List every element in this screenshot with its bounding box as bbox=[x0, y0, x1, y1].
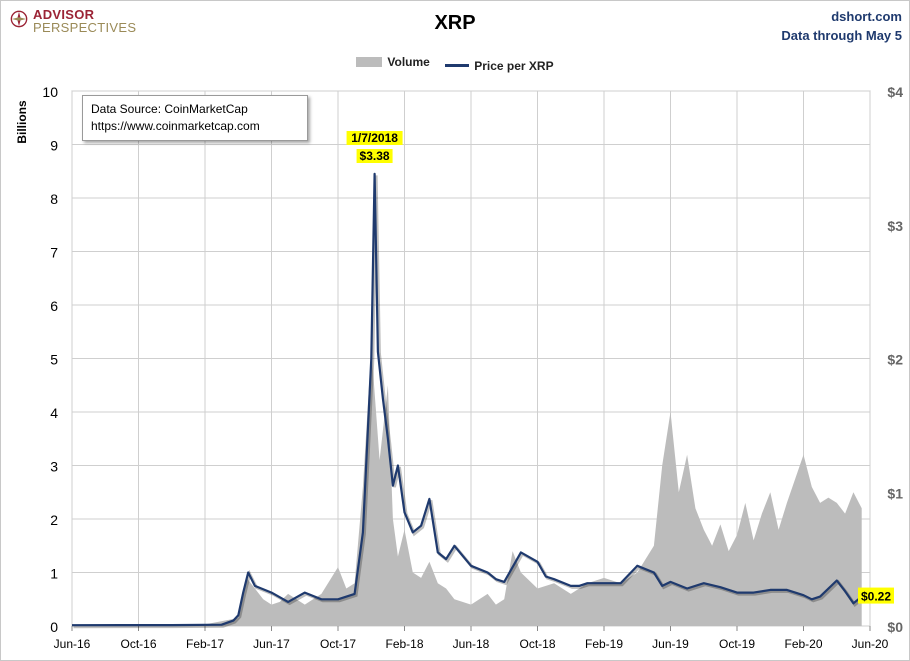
peak-price-highlight bbox=[356, 149, 393, 163]
data-through: Data through May 5 bbox=[781, 28, 902, 43]
x-tick-label: Jun-17 bbox=[253, 637, 290, 651]
chart-title: XRP bbox=[434, 12, 476, 34]
y2-tick-label: $2 bbox=[887, 352, 903, 368]
logo-line1: ADVISOR bbox=[33, 7, 95, 22]
legend-volume: Volume bbox=[356, 55, 430, 69]
peak-date-highlight bbox=[346, 131, 403, 145]
legend-volume-label: Volume bbox=[387, 55, 430, 69]
y2-tick-label: $0 bbox=[887, 619, 903, 635]
last-price-label: $0.22 bbox=[861, 590, 891, 604]
x-tick-label: Jun-20 bbox=[852, 637, 889, 651]
logo-line2: PERSPECTIVES bbox=[33, 20, 137, 35]
legend-price: Price per XRP bbox=[445, 58, 554, 73]
x-tick-label: Feb-19 bbox=[585, 637, 623, 651]
y-tick-label: 3 bbox=[50, 459, 58, 475]
y2-tick-label: $4 bbox=[887, 84, 903, 100]
x-tick-label: Oct-17 bbox=[320, 637, 356, 651]
y-tick-label: 7 bbox=[50, 245, 58, 261]
compass-icon bbox=[10, 10, 28, 28]
y2-tick-label: $3 bbox=[887, 218, 903, 234]
x-tick-label: Jun-18 bbox=[453, 637, 490, 651]
x-tick-label: Jun-19 bbox=[652, 637, 689, 651]
x-tick-label: Feb-17 bbox=[186, 637, 224, 651]
x-tick-label: Jun-16 bbox=[54, 637, 91, 651]
peak-price-label: $3.38 bbox=[360, 149, 390, 163]
legend-price-label: Price per XRP bbox=[474, 58, 554, 73]
x-tick-label: Feb-20 bbox=[784, 637, 822, 651]
note-line2: https://www.coinmarketcap.com bbox=[91, 119, 260, 133]
volume-area bbox=[72, 347, 862, 626]
x-tick-label: Oct-19 bbox=[719, 637, 755, 651]
legend-volume-swatch bbox=[356, 57, 383, 67]
y-tick-label: 1 bbox=[50, 566, 58, 582]
last-price-highlight bbox=[858, 587, 894, 604]
x-tick-label: Oct-18 bbox=[519, 637, 555, 651]
price-line bbox=[71, 172, 863, 627]
y-tick-label: 5 bbox=[50, 352, 58, 368]
x-tick-label: Oct-16 bbox=[120, 637, 156, 651]
legend-price-swatch bbox=[445, 64, 470, 67]
source-block: dshort.com Data through May 5 bbox=[781, 7, 902, 45]
y-tick-label: 9 bbox=[50, 138, 58, 154]
y2-tick-label: $1 bbox=[887, 485, 903, 501]
advisor-perspectives-logo: ADVISOR PERSPECTIVES bbox=[10, 8, 136, 35]
y-tick-label: 2 bbox=[50, 512, 58, 528]
legend: Volume Price per XRP bbox=[0, 55, 910, 73]
y-tick-label: 10 bbox=[42, 84, 58, 100]
data-source-note: Data Source: CoinMarketCap https://www.c… bbox=[82, 95, 308, 141]
peak-date-label: 1/7/2018 bbox=[351, 131, 398, 145]
y-tick-label: 4 bbox=[50, 405, 58, 421]
x-tick-label: Feb-18 bbox=[385, 637, 423, 651]
y-tick-label: 6 bbox=[50, 298, 58, 314]
note-line1: Data Source: CoinMarketCap bbox=[91, 102, 248, 116]
y-tick-label: 0 bbox=[50, 619, 58, 635]
source-site: dshort.com bbox=[831, 9, 902, 24]
y-tick-label: 8 bbox=[50, 191, 58, 207]
